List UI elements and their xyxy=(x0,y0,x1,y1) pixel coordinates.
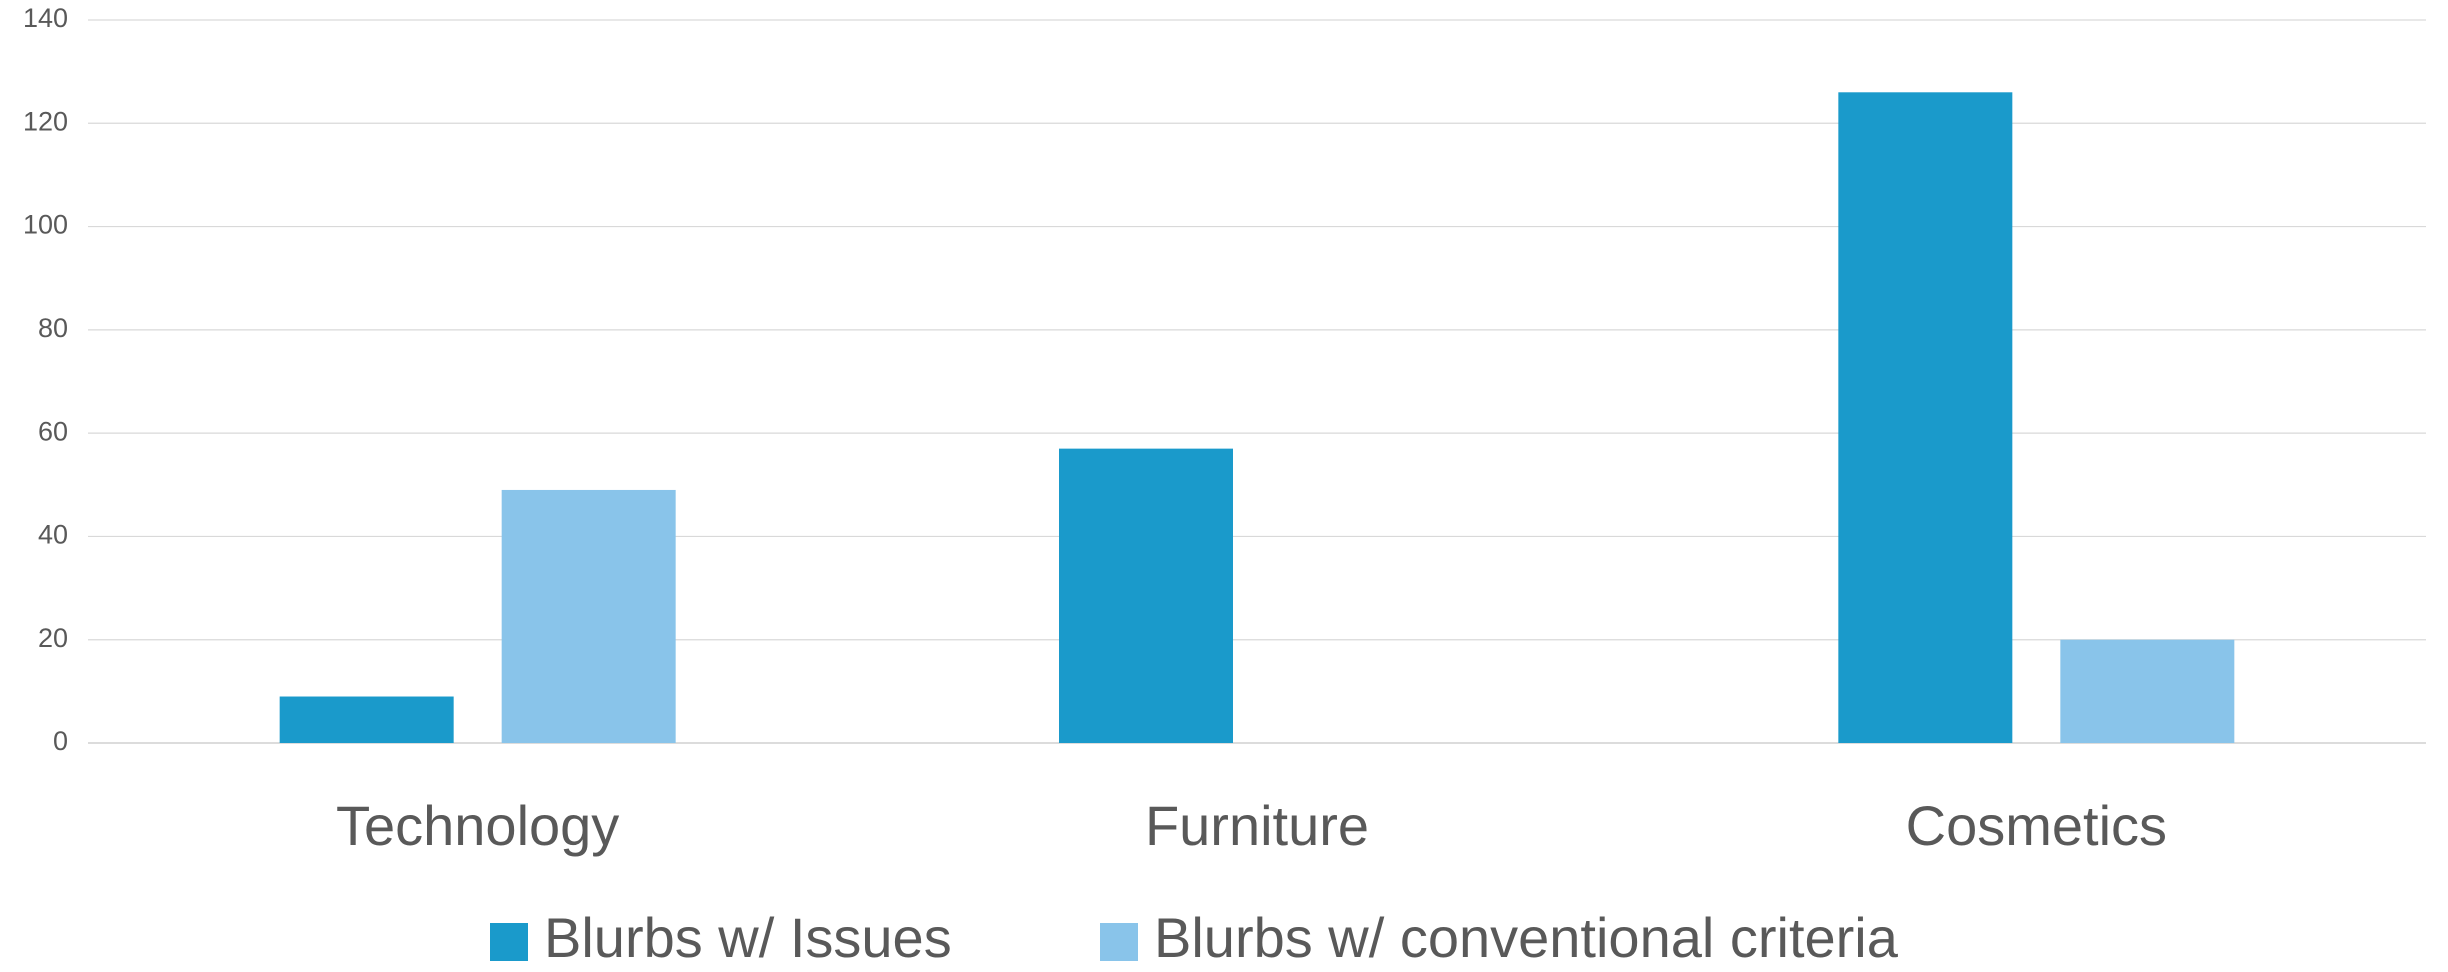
x-category-label: Technology xyxy=(336,794,619,857)
legend-label-series-1: Blurbs w/ Issues xyxy=(544,906,952,969)
x-category-label: Furniture xyxy=(1145,794,1369,857)
legend-swatch-series-2 xyxy=(1100,923,1138,961)
bar-technology-series-1 xyxy=(279,696,454,743)
y-tick-label: 100 xyxy=(23,210,68,240)
bar-cosmetics-series-1 xyxy=(1838,92,2013,744)
bar-furniture-series-1 xyxy=(1059,448,1233,743)
y-axis-tick-labels: 0 20 40 60 80 100 120 140 xyxy=(23,3,68,756)
y-tick-label: 40 xyxy=(38,520,68,550)
gridlines xyxy=(88,19,2426,744)
x-axis-category-labels: Technology Furniture Cosmetics xyxy=(336,794,2167,857)
y-tick-label: 140 xyxy=(23,3,68,33)
bars xyxy=(279,92,2235,744)
legend-swatch-series-1 xyxy=(490,923,528,961)
y-tick-label: 0 xyxy=(53,726,68,756)
bar-technology-series-2 xyxy=(501,489,676,743)
bar-cosmetics-series-2 xyxy=(2060,639,2235,743)
legend: Blurbs w/ Issues Blurbs w/ conventional c… xyxy=(490,906,1899,969)
y-tick-label: 20 xyxy=(38,623,68,653)
y-tick-label: 60 xyxy=(38,416,68,446)
y-tick-label: 120 xyxy=(23,106,68,136)
legend-label-series-2: Blurbs w/ conventional criteria xyxy=(1154,906,1899,969)
y-tick-label: 80 xyxy=(38,313,68,343)
x-category-label: Cosmetics xyxy=(1906,794,2167,857)
